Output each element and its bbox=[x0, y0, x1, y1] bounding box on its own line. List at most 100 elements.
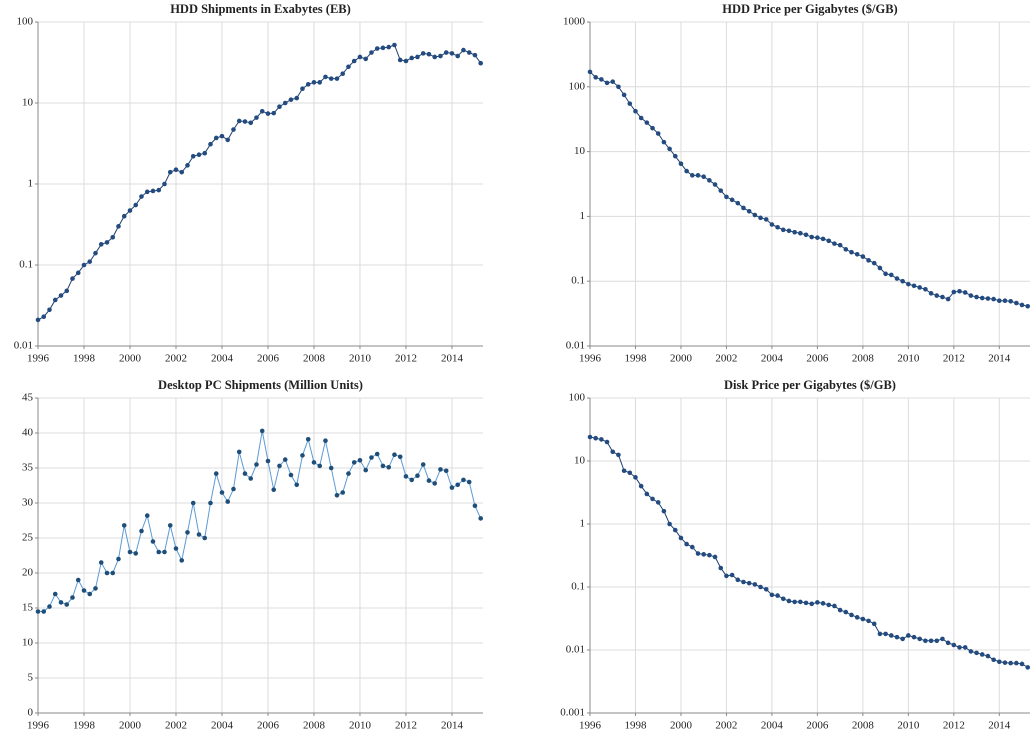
data-point bbox=[254, 115, 259, 120]
data-point bbox=[957, 288, 962, 294]
data-point bbox=[478, 60, 484, 66]
data-point bbox=[712, 554, 718, 560]
x-tick-label: 2008 bbox=[303, 720, 326, 732]
data-point bbox=[962, 290, 968, 295]
data-point bbox=[672, 153, 678, 159]
data-point bbox=[638, 483, 644, 489]
x-tick-label: 2000 bbox=[670, 720, 693, 732]
data-point bbox=[449, 485, 455, 490]
data-point bbox=[752, 212, 758, 218]
x-tick-label: 1996 bbox=[27, 353, 50, 365]
data-point bbox=[311, 80, 317, 85]
data-point bbox=[461, 477, 466, 483]
data-point bbox=[718, 565, 724, 571]
data-point bbox=[351, 460, 357, 465]
data-point bbox=[854, 615, 860, 620]
data-point bbox=[173, 167, 179, 173]
data-point bbox=[616, 452, 621, 458]
data-point bbox=[672, 527, 678, 533]
data-point bbox=[455, 53, 461, 59]
data-point bbox=[650, 125, 655, 131]
data-point bbox=[323, 438, 328, 444]
data-point bbox=[798, 599, 803, 605]
data-point bbox=[951, 642, 957, 648]
data-point bbox=[1014, 300, 1019, 306]
data-point bbox=[655, 500, 661, 505]
data-point bbox=[236, 118, 242, 124]
data-point bbox=[478, 516, 484, 521]
data-point bbox=[449, 51, 455, 56]
chart-title: HDD Shipments in Exabytes (EB) bbox=[170, 2, 351, 16]
x-tick-label: 1996 bbox=[27, 720, 50, 732]
data-point bbox=[877, 265, 883, 271]
data-point bbox=[763, 586, 769, 592]
data-point bbox=[167, 523, 173, 528]
data-point bbox=[809, 601, 815, 607]
data-point bbox=[758, 215, 763, 221]
data-point bbox=[98, 242, 104, 247]
data-point bbox=[843, 247, 849, 252]
y-tick-label: 30 bbox=[22, 497, 34, 509]
data-point bbox=[940, 636, 945, 642]
x-tick-label: 2012 bbox=[395, 353, 417, 365]
subplot: HDD Price per Gigabytes ($/GB) 1996 1998 20… bbox=[563, 2, 1031, 365]
data-point bbox=[633, 475, 638, 480]
data-point bbox=[712, 182, 718, 187]
data-point bbox=[121, 523, 127, 528]
data-point bbox=[1019, 661, 1025, 667]
data-point bbox=[98, 560, 104, 565]
data-point bbox=[940, 294, 945, 300]
x-tick-label: 2010 bbox=[349, 720, 372, 732]
data-point bbox=[363, 467, 369, 473]
data-point bbox=[397, 57, 403, 63]
data-point bbox=[934, 638, 940, 644]
data-point bbox=[763, 217, 769, 222]
data-point bbox=[837, 242, 843, 248]
data-point bbox=[185, 530, 190, 535]
y-tick-label: 35 bbox=[22, 462, 34, 474]
data-point bbox=[259, 108, 265, 114]
data-point bbox=[866, 618, 871, 624]
data-point bbox=[695, 551, 701, 556]
data-point bbox=[340, 490, 346, 495]
data-point bbox=[769, 222, 775, 227]
y-tick-label: 100 bbox=[17, 16, 34, 28]
data-point bbox=[328, 76, 334, 81]
data-point bbox=[369, 455, 374, 460]
data-point bbox=[139, 528, 144, 534]
data-point bbox=[803, 232, 809, 238]
data-point bbox=[690, 173, 695, 178]
x-tick-label: 2004 bbox=[761, 720, 784, 732]
y-tick-label: 10 bbox=[22, 637, 34, 649]
data-point bbox=[334, 76, 340, 81]
data-point bbox=[985, 653, 991, 659]
data-point bbox=[883, 271, 888, 277]
data-point bbox=[741, 205, 746, 211]
data-point bbox=[173, 546, 179, 551]
x-tick-label: 2006 bbox=[806, 353, 829, 365]
data-point bbox=[432, 54, 438, 60]
data-point bbox=[752, 582, 758, 587]
data-point bbox=[871, 621, 877, 627]
data-point bbox=[374, 46, 380, 51]
data-point bbox=[997, 659, 1002, 665]
data-point bbox=[587, 434, 593, 440]
data-point bbox=[741, 579, 746, 585]
data-point bbox=[792, 599, 797, 605]
data-point bbox=[208, 141, 213, 147]
x-tick-label: 2012 bbox=[943, 720, 965, 732]
data-point bbox=[305, 82, 311, 87]
data-point bbox=[466, 50, 472, 55]
data-point bbox=[979, 652, 985, 657]
data-point bbox=[979, 295, 985, 301]
y-tick-label: 5 bbox=[28, 672, 34, 684]
data-point bbox=[775, 224, 780, 230]
data-point bbox=[213, 471, 219, 476]
series-line bbox=[38, 430, 482, 612]
x-tick-label: 2014 bbox=[988, 353, 1011, 365]
data-point bbox=[334, 493, 340, 498]
data-point bbox=[357, 458, 363, 463]
data-point bbox=[150, 188, 156, 194]
data-point bbox=[87, 259, 93, 264]
data-point bbox=[888, 633, 894, 638]
